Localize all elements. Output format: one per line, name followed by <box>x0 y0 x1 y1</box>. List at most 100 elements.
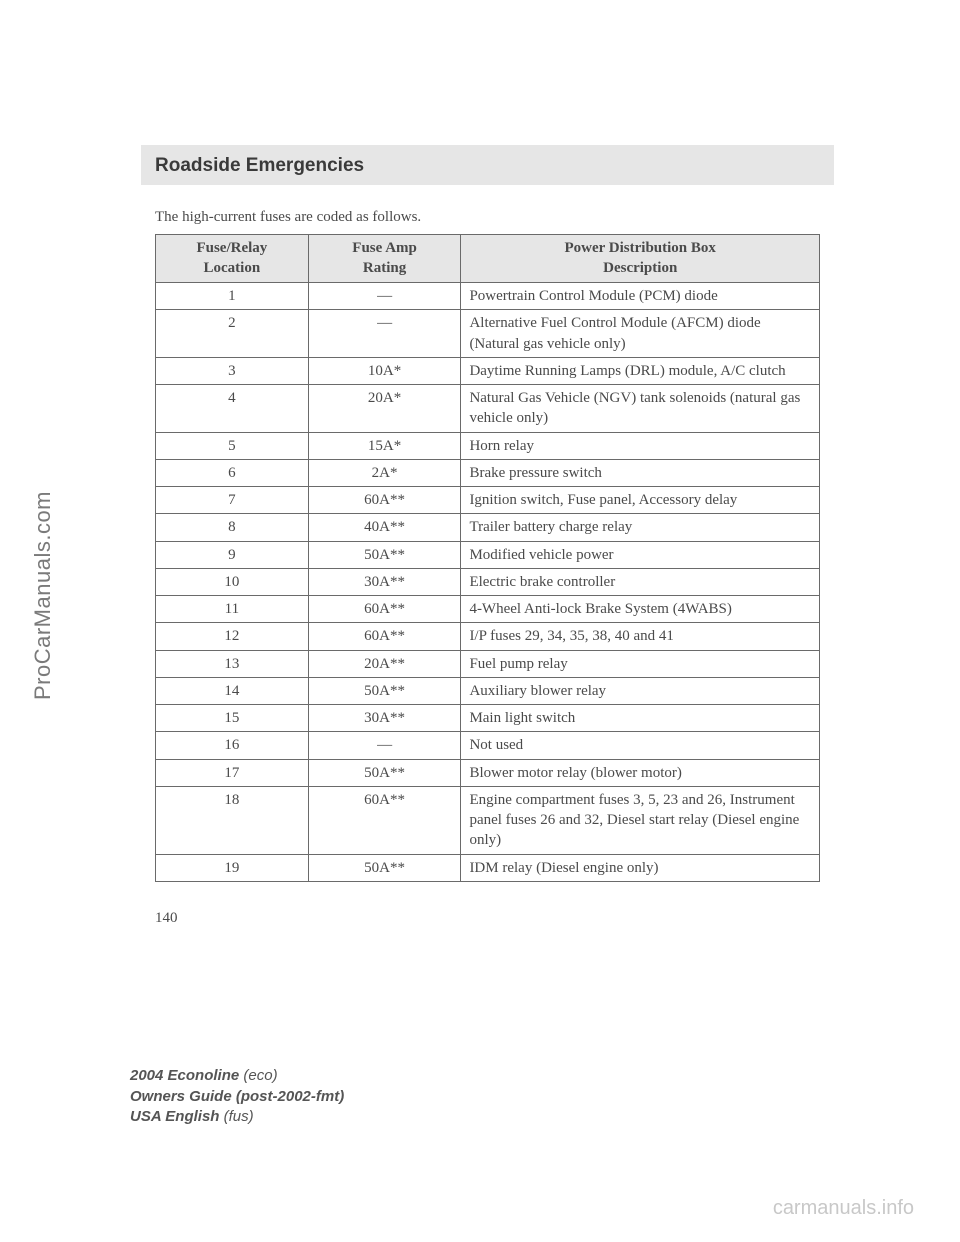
cell-location: 9 <box>156 541 309 568</box>
cell-location: 16 <box>156 732 309 759</box>
cell-rating: 50A** <box>308 854 461 881</box>
header-label: Fuse Amp <box>352 240 417 256</box>
cell-description: Modified vehicle power <box>461 541 820 568</box>
cell-description: Fuel pump relay <box>461 650 820 677</box>
cell-location: 12 <box>156 623 309 650</box>
cell-description: Engine compartment fuses 3, 5, 23 and 26… <box>461 786 820 854</box>
cell-description: Daytime Running Lamps (DRL) module, A/C … <box>461 357 820 384</box>
cell-description: Electric brake controller <box>461 568 820 595</box>
footer-model: 2004 Econoline <box>130 1067 239 1084</box>
cell-rating: 50A** <box>308 759 461 786</box>
cell-description: Alternative Fuel Control Module (AFCM) d… <box>461 310 820 358</box>
table-row: 1160A**4-Wheel Anti-lock Brake System (4… <box>156 596 820 623</box>
footer: 2004 Econoline (eco) Owners Guide (post-… <box>130 1066 344 1127</box>
cell-description: Trailer battery charge relay <box>461 514 820 541</box>
cell-rating: — <box>308 283 461 310</box>
cell-location: 13 <box>156 650 309 677</box>
cell-rating: 20A* <box>308 385 461 433</box>
footer-guide: Owners Guide (post-2002-fmt) <box>130 1088 344 1105</box>
cell-location: 7 <box>156 487 309 514</box>
table-header-row: Fuse/Relay Location Fuse Amp Rating Powe… <box>156 235 820 283</box>
table-row: 1—Powertrain Control Module (PCM) diode <box>156 283 820 310</box>
footer-line-3: USA English (fus) <box>130 1107 344 1127</box>
cell-description: Horn relay <box>461 432 820 459</box>
cell-location: 1 <box>156 283 309 310</box>
footer-lang-code: (fus) <box>219 1108 253 1125</box>
table-row: 1320A**Fuel pump relay <box>156 650 820 677</box>
table-row: 310A*Daytime Running Lamps (DRL) module,… <box>156 357 820 384</box>
table-row: 515A*Horn relay <box>156 432 820 459</box>
table-row: 62A*Brake pressure switch <box>156 459 820 486</box>
header-location: Fuse/Relay Location <box>156 235 309 283</box>
table-row: 1450A**Auxiliary blower relay <box>156 677 820 704</box>
cell-location: 11 <box>156 596 309 623</box>
fuse-table: Fuse/Relay Location Fuse Amp Rating Powe… <box>155 234 820 882</box>
cell-description: Ignition switch, Fuse panel, Accessory d… <box>461 487 820 514</box>
cell-location: 10 <box>156 568 309 595</box>
cell-rating: 40A** <box>308 514 461 541</box>
footer-lang: USA English <box>130 1108 219 1125</box>
cell-location: 15 <box>156 705 309 732</box>
cell-location: 5 <box>156 432 309 459</box>
cell-location: 19 <box>156 854 309 881</box>
cell-location: 4 <box>156 385 309 433</box>
cell-description: Powertrain Control Module (PCM) diode <box>461 283 820 310</box>
cell-rating: 2A* <box>308 459 461 486</box>
table-row: 840A**Trailer battery charge relay <box>156 514 820 541</box>
cell-location: 6 <box>156 459 309 486</box>
cell-description: Natural Gas Vehicle (NGV) tank solenoids… <box>461 385 820 433</box>
cell-rating: — <box>308 732 461 759</box>
table-row: 1950A**IDM relay (Diesel engine only) <box>156 854 820 881</box>
cell-rating: 15A* <box>308 432 461 459</box>
table-row: 1530A**Main light switch <box>156 705 820 732</box>
table-row: 1030A**Electric brake controller <box>156 568 820 595</box>
header-rating: Fuse Amp Rating <box>308 235 461 283</box>
header-label: Fuse/Relay <box>196 240 267 256</box>
cell-rating: 60A** <box>308 786 461 854</box>
cell-rating: 30A** <box>308 568 461 595</box>
cell-description: Auxiliary blower relay <box>461 677 820 704</box>
page-number: 140 <box>155 910 820 927</box>
cell-rating: 20A** <box>308 650 461 677</box>
footer-line-2: Owners Guide (post-2002-fmt) <box>130 1087 344 1107</box>
cell-description: I/P fuses 29, 34, 35, 38, 40 and 41 <box>461 623 820 650</box>
cell-rating: 60A** <box>308 596 461 623</box>
table-row: 1860A**Engine compartment fuses 3, 5, 23… <box>156 786 820 854</box>
cell-location: 3 <box>156 357 309 384</box>
cell-rating: 10A* <box>308 357 461 384</box>
table-row: 760A**Ignition switch, Fuse panel, Acces… <box>156 487 820 514</box>
section-title: Roadside Emergencies <box>155 155 820 177</box>
intro-text: The high-current fuses are coded as foll… <box>155 209 820 226</box>
cell-location: 8 <box>156 514 309 541</box>
table-row: 1750A**Blower motor relay (blower motor) <box>156 759 820 786</box>
table-row: 950A**Modified vehicle power <box>156 541 820 568</box>
cell-description: IDM relay (Diesel engine only) <box>461 854 820 881</box>
cell-rating: — <box>308 310 461 358</box>
table-row: 1260A**I/P fuses 29, 34, 35, 38, 40 and … <box>156 623 820 650</box>
cell-description: Blower motor relay (blower motor) <box>461 759 820 786</box>
side-watermark: ProCarManuals.com <box>30 491 56 700</box>
cell-description: Not used <box>461 732 820 759</box>
cell-location: 14 <box>156 677 309 704</box>
table-row: 420A*Natural Gas Vehicle (NGV) tank sole… <box>156 385 820 433</box>
footer-line-1: 2004 Econoline (eco) <box>130 1066 344 1086</box>
cell-rating: 50A** <box>308 541 461 568</box>
cell-rating: 30A** <box>308 705 461 732</box>
cell-location: 2 <box>156 310 309 358</box>
cell-description: 4-Wheel Anti-lock Brake System (4WABS) <box>461 596 820 623</box>
cell-rating: 60A** <box>308 487 461 514</box>
header-label: Description <box>603 260 677 276</box>
cell-rating: 50A** <box>308 677 461 704</box>
footer-model-code: (eco) <box>239 1067 277 1084</box>
cell-rating: 60A** <box>308 623 461 650</box>
header-description: Power Distribution Box Description <box>461 235 820 283</box>
section-header: Roadside Emergencies <box>141 145 834 185</box>
table-row: 2—Alternative Fuel Control Module (AFCM)… <box>156 310 820 358</box>
header-label: Location <box>204 260 261 276</box>
cell-description: Brake pressure switch <box>461 459 820 486</box>
bottom-watermark: carmanuals.info <box>773 1197 914 1220</box>
cell-location: 17 <box>156 759 309 786</box>
cell-location: 18 <box>156 786 309 854</box>
table-row: 16—Not used <box>156 732 820 759</box>
cell-description: Main light switch <box>461 705 820 732</box>
